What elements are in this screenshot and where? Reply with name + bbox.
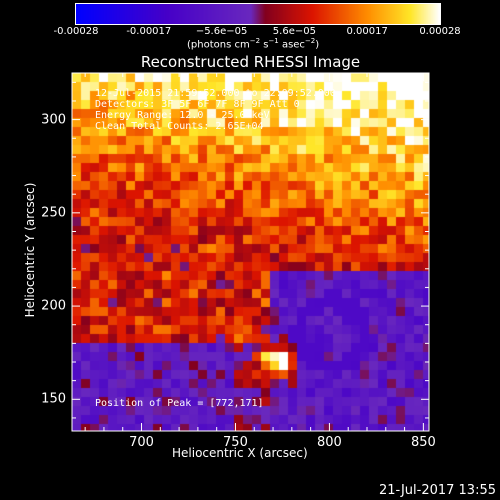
x-axis-label: Heliocentric X (arcsec)	[172, 446, 308, 460]
units-exp3: −2	[304, 37, 316, 45]
colorbar-tick-label: 0.00028	[419, 26, 461, 37]
colorbar-units: (photons cm−2 s−1 asec−2)	[187, 37, 319, 50]
annotation-clean: Clean Total Counts: 2.65E+04	[95, 121, 264, 132]
footer-date: 21-Jul-2017 13:55	[378, 483, 496, 498]
colorbar	[76, 4, 440, 24]
colorbar-tick-label: 5.6e−05	[272, 26, 316, 37]
units-exp2: −1	[268, 37, 279, 45]
units-prefix: (photons cm	[187, 39, 250, 51]
x-tick-label: 700	[129, 435, 154, 450]
x-tick-label: 800	[316, 435, 342, 450]
y-tick-label: 200	[41, 298, 66, 314]
y-tick-label: 150	[41, 391, 66, 407]
annotation-energy: Energy Range: 12.0 - 25.0 keV	[95, 110, 270, 121]
colorbar-tick-label: 0.00017	[346, 26, 388, 37]
colorbar-tick-label: −5.6e−05	[195, 26, 248, 37]
plot-frame	[71, 72, 430, 432]
y-tick-label: 300	[41, 112, 66, 128]
units-mid2: asec	[278, 39, 305, 51]
annotation-time-range: 12-Jul-2015 21:59:52.000 to 22:09:52.000	[95, 88, 336, 99]
annotation-detectors: Detectors: 3F 5F 6F 7F 8F 9F Att 0	[95, 99, 300, 110]
colorbar-tick-label: -0.00028	[53, 26, 99, 37]
x-tick-label: 750	[223, 435, 248, 450]
y-tick-label: 250	[41, 205, 66, 221]
x-tick-label: 850	[410, 435, 436, 450]
colorbar-tick-label: -0.00017	[126, 26, 172, 37]
colorbar-border	[75, 3, 441, 25]
y-axis-label: Heliocentric Y (arcsec)	[23, 182, 37, 318]
units-suffix: )	[315, 39, 320, 51]
units-exp1: −2	[249, 37, 261, 45]
annotation-peak: Position of Peak = [772,171]	[95, 398, 264, 409]
heatmap-image	[72, 73, 429, 431]
units-mid1: s	[260, 39, 269, 51]
chart-title: Reconstructed RHESSI Image	[140, 53, 361, 71]
